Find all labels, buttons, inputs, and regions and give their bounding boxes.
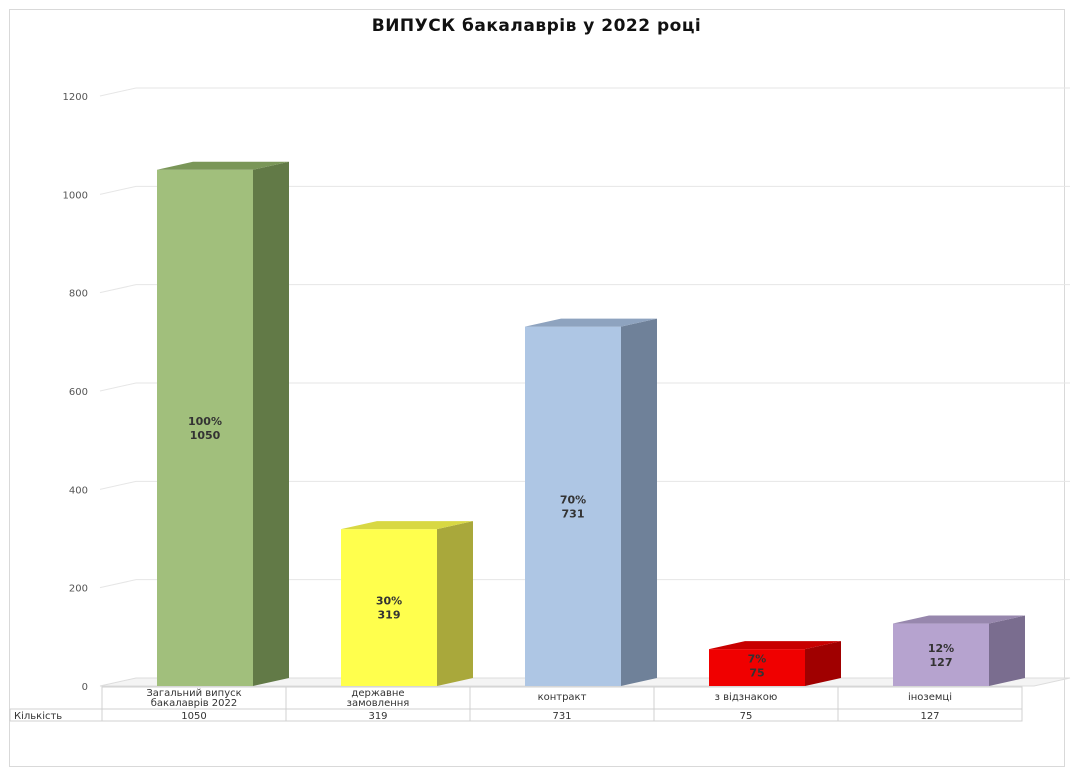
y-axis: 0 200 400 600 800 1000 1200 [63, 92, 88, 693]
y-tick-label: 0 [82, 682, 88, 693]
data-label-percent: 30% [376, 595, 402, 608]
gridlines [99, 87, 1070, 589]
bar [157, 161, 289, 686]
bar-top [157, 161, 289, 170]
x-category-label: контракт [538, 692, 587, 703]
y-tick-label: 600 [69, 387, 88, 398]
bar-side [989, 615, 1025, 686]
gridline [99, 382, 1070, 392]
table-value: 731 [552, 711, 571, 722]
y-tick-label: 1200 [63, 92, 88, 103]
x-category-label: іноземці [908, 691, 952, 703]
x-category-label: бакалаврів 2022 [151, 697, 238, 709]
bar-top [341, 521, 473, 530]
bar [893, 615, 1025, 686]
y-tick-label: 200 [69, 584, 88, 595]
data-label-percent: 70% [560, 493, 586, 506]
x-category-label: державне [351, 688, 404, 699]
bar-front [709, 649, 805, 686]
bar-side [437, 521, 473, 686]
bars [157, 161, 1025, 686]
bar-top [893, 615, 1025, 624]
bar-front [893, 623, 989, 686]
bar [341, 521, 473, 686]
data-label-percent: 12% [928, 642, 954, 655]
bar-front [157, 169, 253, 686]
bar [525, 318, 657, 686]
data-label-percent: 7% [748, 653, 767, 666]
y-tick-label: 800 [69, 289, 88, 300]
data-label-percent: 100% [188, 415, 222, 428]
gridline [99, 579, 1070, 589]
y-tick-label: 1000 [63, 190, 88, 201]
table-row-label: Кількість [14, 710, 62, 722]
bar-front [341, 529, 437, 686]
bar-top [525, 318, 657, 327]
table-value: 1050 [181, 711, 206, 722]
table-value: 127 [920, 711, 939, 722]
bar-side [253, 161, 289, 686]
bar-side [805, 641, 841, 686]
bar-side [621, 318, 657, 686]
y-tick-label: 400 [69, 485, 88, 496]
gridline [99, 87, 1070, 97]
table-border [101, 686, 1023, 722]
x-category-label: замовлення [347, 698, 410, 709]
bar-top [709, 641, 841, 650]
chart-frame [9, 9, 1065, 767]
data-label-value: 731 [562, 507, 585, 520]
data-label-value: 1050 [190, 429, 221, 442]
gridline [99, 185, 1070, 195]
bar [709, 641, 841, 686]
bar-front [525, 326, 621, 686]
data-labels: 100%1050 30%319 70%731 7%75 12%127 [188, 415, 954, 680]
gridline [99, 480, 1070, 490]
x-category-label: з відзнакою [715, 691, 778, 703]
data-label-value: 127 [930, 656, 953, 669]
table-value: 75 [740, 711, 753, 722]
data-label-value: 75 [749, 667, 764, 680]
chart-title: ВИПУСК бакалаврів у 2022 році [371, 16, 702, 36]
table-value: 319 [368, 711, 387, 722]
gridline [99, 284, 1070, 294]
x-category-label: Загальний випуск [146, 688, 241, 699]
data-label-value: 319 [378, 609, 401, 622]
